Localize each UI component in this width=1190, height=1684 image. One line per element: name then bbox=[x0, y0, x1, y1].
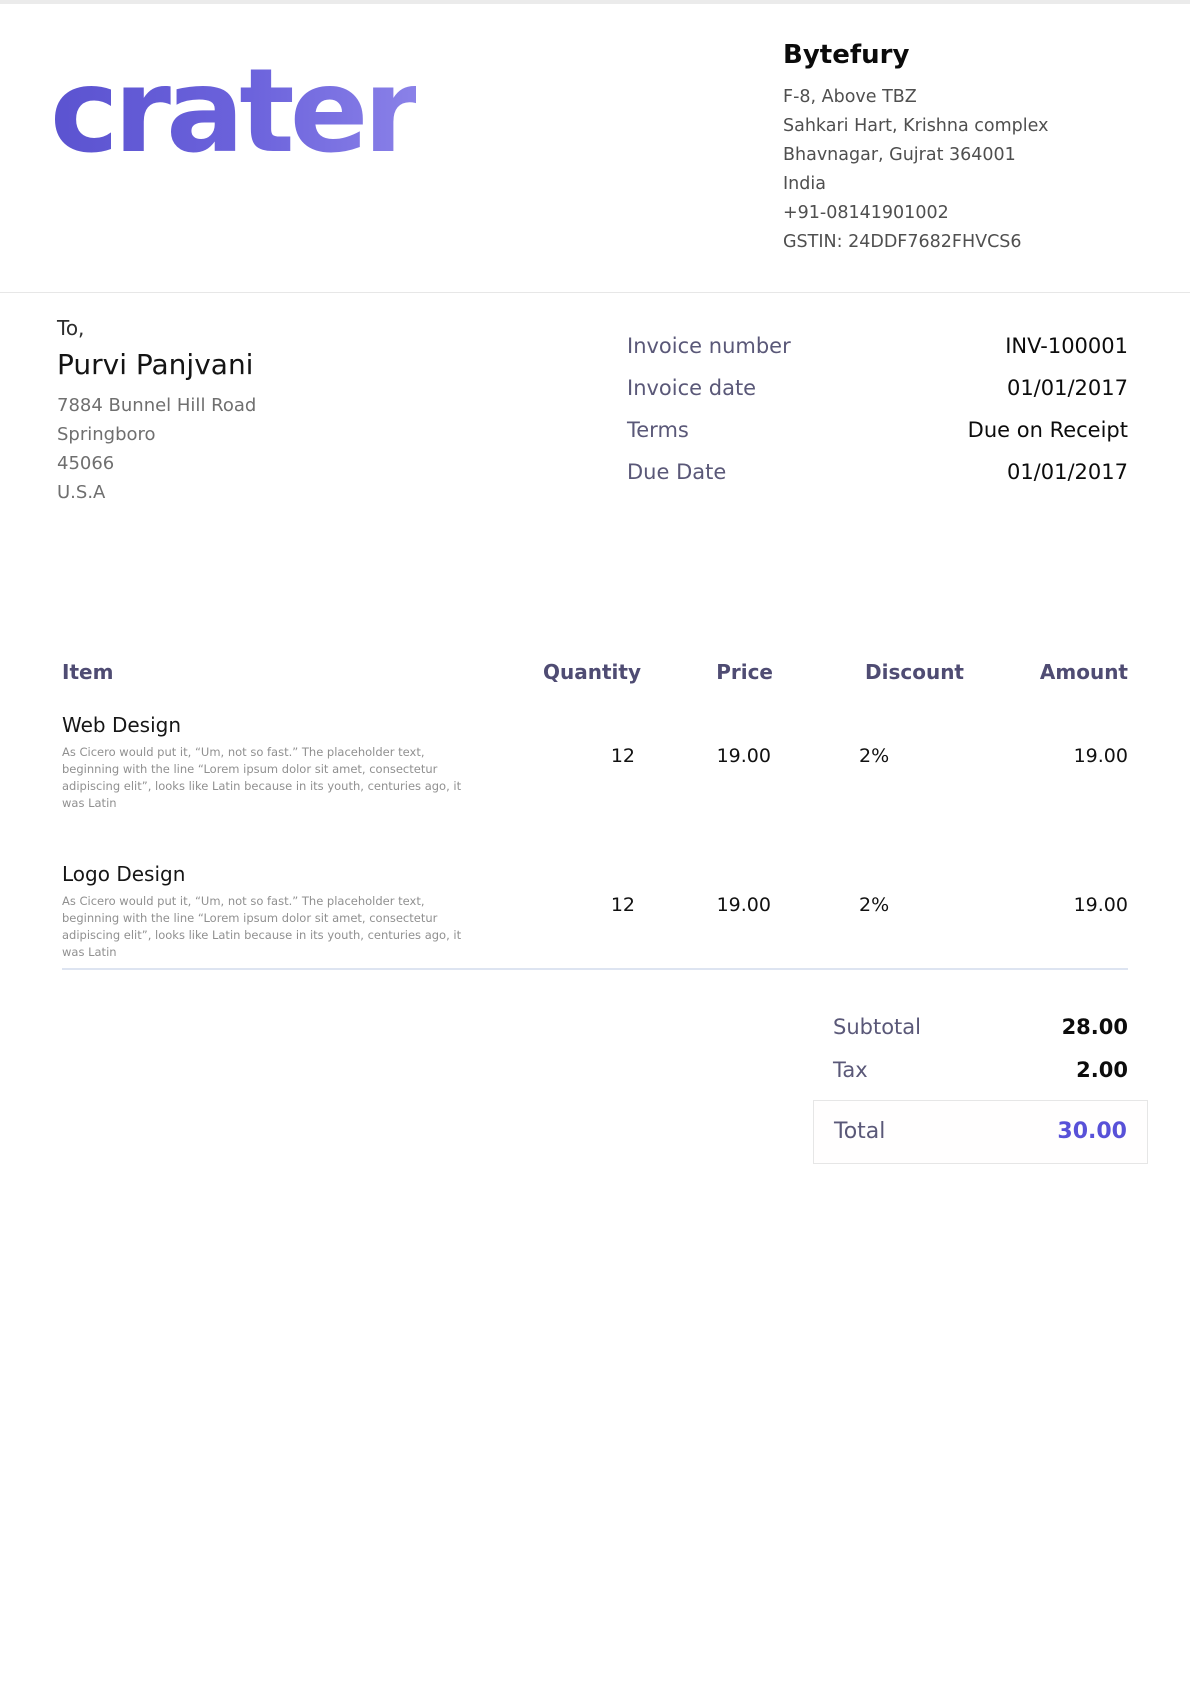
invoice-date-label: Invoice date bbox=[627, 376, 757, 400]
client-address-line: U.S.A bbox=[57, 482, 106, 503]
item-discount: 2% bbox=[859, 894, 890, 916]
company-info: Bytefury F-8, Above TBZ Sahkari Hart, Kr… bbox=[783, 40, 1128, 257]
invoice-header: crater Bytefury F-8, Above TBZ Sahkari H… bbox=[0, 4, 1190, 293]
column-header-discount: Discount bbox=[865, 660, 964, 684]
subtotal-label: Subtotal bbox=[833, 1015, 921, 1039]
subtotal-value: 28.00 bbox=[1061, 1015, 1128, 1039]
item-description: As Cicero would put it, “Um, not so fast… bbox=[62, 745, 462, 810]
company-address-line: F-8, Above TBZ bbox=[783, 87, 917, 107]
item-quantity: 12 bbox=[610, 894, 635, 916]
meta-row-terms: Terms Due on Receipt bbox=[627, 417, 1128, 444]
item-name: Logo Design bbox=[62, 862, 186, 886]
parties-section: To, Purvi Panjvani 7884 Bunnel Hill Road… bbox=[0, 293, 1190, 507]
terms-label: Terms bbox=[627, 418, 689, 442]
company-name: Bytefury bbox=[783, 40, 910, 70]
item-quantity: 12 bbox=[610, 745, 635, 767]
total-label: Total bbox=[834, 1119, 886, 1144]
meta-row-invoice-number: Invoice number INV-100001 bbox=[627, 333, 1128, 360]
invoice-number-value: INV-100001 bbox=[1005, 334, 1128, 358]
bill-to-label: To, bbox=[57, 316, 85, 340]
item-discount: 2% bbox=[859, 745, 890, 767]
items-divider bbox=[62, 968, 1128, 970]
bill-to-block: To, Purvi Panjvani 7884 Bunnel Hill Road… bbox=[57, 315, 256, 507]
column-header-amount: Amount bbox=[1039, 660, 1128, 684]
item-amount: 19.00 bbox=[1073, 894, 1128, 916]
item-row: Web Design As Cicero would put it, “Um, … bbox=[62, 685, 1128, 812]
client-address-line: Springboro bbox=[57, 424, 156, 445]
company-address-line: Sahkari Hart, Krishna complex bbox=[783, 116, 1049, 136]
invoice-meta: Invoice number INV-100001 Invoice date 0… bbox=[627, 333, 1128, 507]
meta-row-due-date: Due Date 01/01/2017 bbox=[627, 459, 1128, 486]
items-table-header: Item Quantity Price Discount Amount bbox=[62, 659, 1128, 685]
tax-value: 2.00 bbox=[1076, 1058, 1128, 1082]
due-date-label: Due Date bbox=[627, 460, 727, 484]
crater-logo: crater bbox=[50, 44, 421, 179]
company-gstin: GSTIN: 24DDF7682FHVCS6 bbox=[783, 232, 1022, 252]
column-header-price: Price bbox=[716, 660, 773, 684]
totals-section: Subtotal 28.00 Tax 2.00 Total 30.00 bbox=[813, 1014, 1148, 1164]
item-cell: Logo Design As Cicero would put it, “Um,… bbox=[62, 861, 481, 961]
client-address-line: 45066 bbox=[57, 453, 115, 474]
total-box: Total 30.00 bbox=[813, 1100, 1148, 1164]
item-amount: 19.00 bbox=[1073, 745, 1128, 767]
meta-row-invoice-date: Invoice date 01/01/2017 bbox=[627, 375, 1128, 402]
item-price: 19.00 bbox=[716, 745, 771, 767]
company-address-line: Bhavnagar, Gujrat 364001 bbox=[783, 145, 1016, 165]
item-name: Web Design bbox=[62, 713, 182, 737]
total-value: 30.00 bbox=[1057, 1119, 1127, 1144]
invoice-number-label: Invoice number bbox=[627, 334, 791, 358]
tax-label: Tax bbox=[833, 1058, 868, 1082]
item-row: Logo Design As Cicero would put it, “Um,… bbox=[62, 812, 1128, 961]
item-cell: Web Design As Cicero would put it, “Um, … bbox=[62, 712, 481, 812]
company-phone: +91-08141901002 bbox=[783, 203, 949, 223]
items-table: Item Quantity Price Discount Amount Web … bbox=[0, 659, 1190, 970]
subtotal-row: Subtotal 28.00 bbox=[813, 1014, 1148, 1041]
terms-value: Due on Receipt bbox=[967, 418, 1128, 442]
column-header-item: Item bbox=[62, 660, 114, 684]
item-price: 19.00 bbox=[716, 894, 771, 916]
column-header-quantity: Quantity bbox=[543, 660, 641, 684]
tax-row: Tax 2.00 bbox=[813, 1057, 1148, 1084]
client-name: Purvi Panjvani bbox=[57, 348, 254, 381]
invoice-date-value: 01/01/2017 bbox=[1006, 376, 1128, 400]
company-address-line: India bbox=[783, 174, 826, 194]
item-description: As Cicero would put it, “Um, not so fast… bbox=[62, 894, 462, 959]
client-address-line: 7884 Bunnel Hill Road bbox=[57, 395, 257, 416]
due-date-value: 01/01/2017 bbox=[1006, 460, 1128, 484]
